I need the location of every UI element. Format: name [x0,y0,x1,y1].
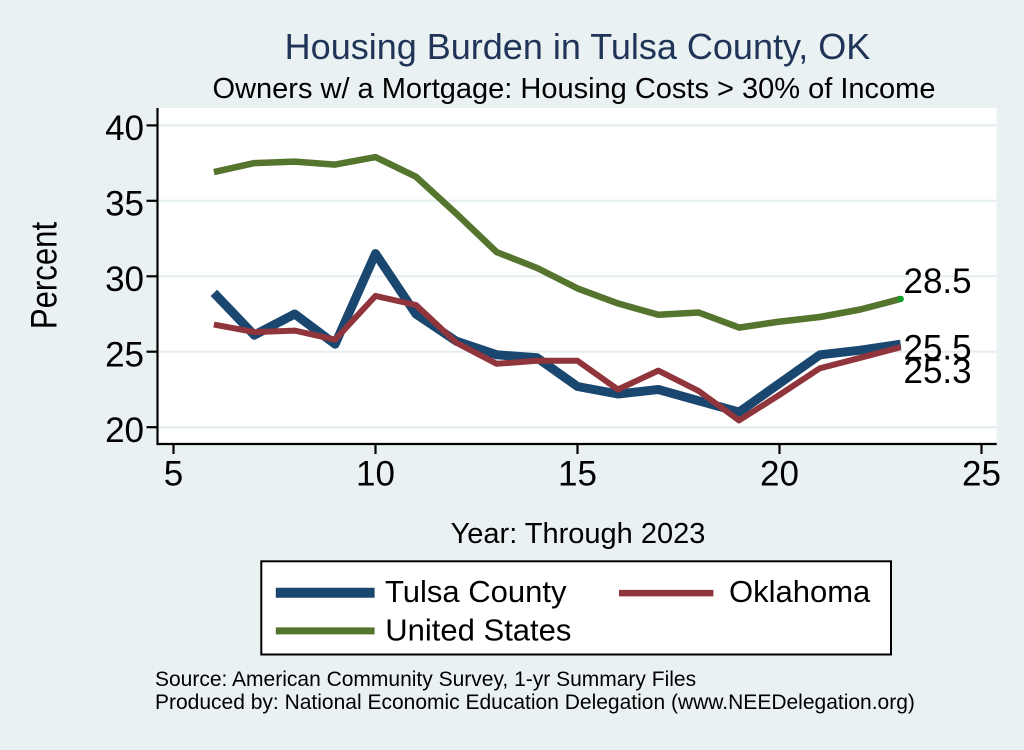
svg-text:40: 40 [105,109,144,148]
svg-text:Produced by: National Economic: Produced by: National Economic Education… [155,691,915,714]
svg-text:Source: American Community Sur: Source: American Community Survey, 1-yr … [155,668,696,691]
svg-text:Tulsa County: Tulsa County [385,574,567,609]
svg-text:25.3: 25.3 [904,352,972,391]
svg-text:Percent: Percent [24,221,65,329]
svg-text:35: 35 [105,185,144,224]
svg-text:20: 20 [105,411,144,450]
svg-text:Housing Burden in Tulsa County: Housing Burden in Tulsa County, OK [285,26,871,67]
svg-text:15: 15 [558,455,597,494]
svg-text:10: 10 [356,455,395,494]
svg-text:25: 25 [105,336,144,375]
svg-text:25: 25 [962,455,1001,494]
svg-text:30: 30 [105,260,144,299]
svg-text:5: 5 [164,455,183,494]
svg-text:28.5: 28.5 [904,262,972,301]
svg-text:Oklahoma: Oklahoma [729,574,871,609]
svg-text:United States: United States [385,612,571,647]
svg-text:Year: Through 2023: Year: Through 2023 [451,518,706,550]
svg-text:25.5: 25.5 [904,329,972,368]
svg-text:20: 20 [760,455,799,494]
svg-text:Owners w/ a Mortgage: Housing: Owners w/ a Mortgage: Housing Costs > 30… [213,73,936,105]
